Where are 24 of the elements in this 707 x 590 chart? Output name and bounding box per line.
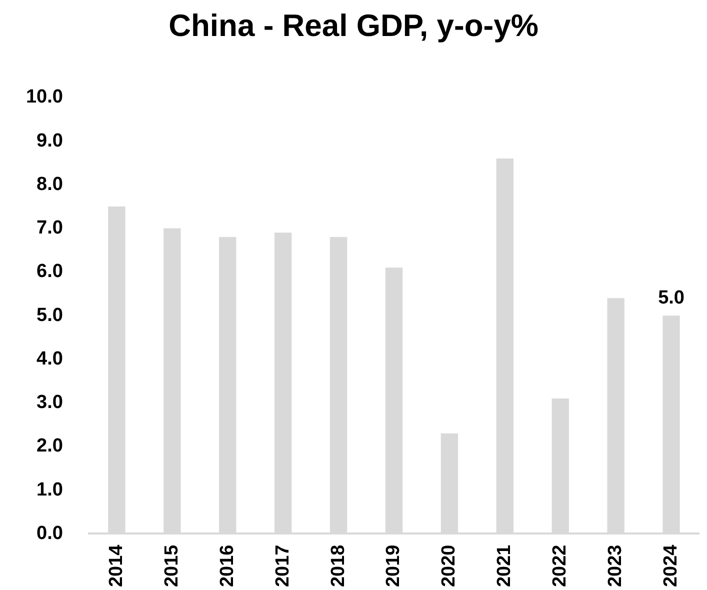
y-tick-label: 1.0 — [36, 479, 63, 500]
x-tick-label: 2022 — [550, 544, 571, 588]
y-tick-label: 4.0 — [36, 348, 63, 370]
x-tick-label: 2024 — [660, 544, 682, 588]
y-tick-label: 0.0 — [36, 522, 63, 544]
x-tick-label: 2016 — [216, 544, 238, 588]
data-label: 5.0 — [658, 287, 684, 308]
y-tick-label: 8.0 — [36, 174, 63, 195]
x-tick-label: 2023 — [605, 544, 626, 588]
x-tick-label: 2014 — [106, 544, 127, 588]
y-tick-label: 9.0 — [36, 130, 63, 152]
x-tick-label: 2019 — [383, 544, 404, 588]
y-tick-label: 2.0 — [36, 436, 63, 457]
x-tick-label: 2020 — [438, 544, 460, 588]
x-tick-label: 2015 — [161, 544, 182, 588]
x-tick-label: 2021 — [494, 544, 516, 588]
y-tick-label: 5.0 — [36, 304, 63, 326]
y-tick-label: 7.0 — [36, 218, 63, 239]
x-tick-label: 2017 — [272, 544, 294, 588]
y-tick-label: 10.0 — [26, 86, 63, 108]
y-tick-label: 3.0 — [36, 392, 63, 414]
y-tick-label: 6.0 — [36, 261, 63, 282]
x-tick-label: 2018 — [328, 544, 349, 588]
chart-title: China - Real GDP, y-o-y% — [168, 8, 540, 44]
